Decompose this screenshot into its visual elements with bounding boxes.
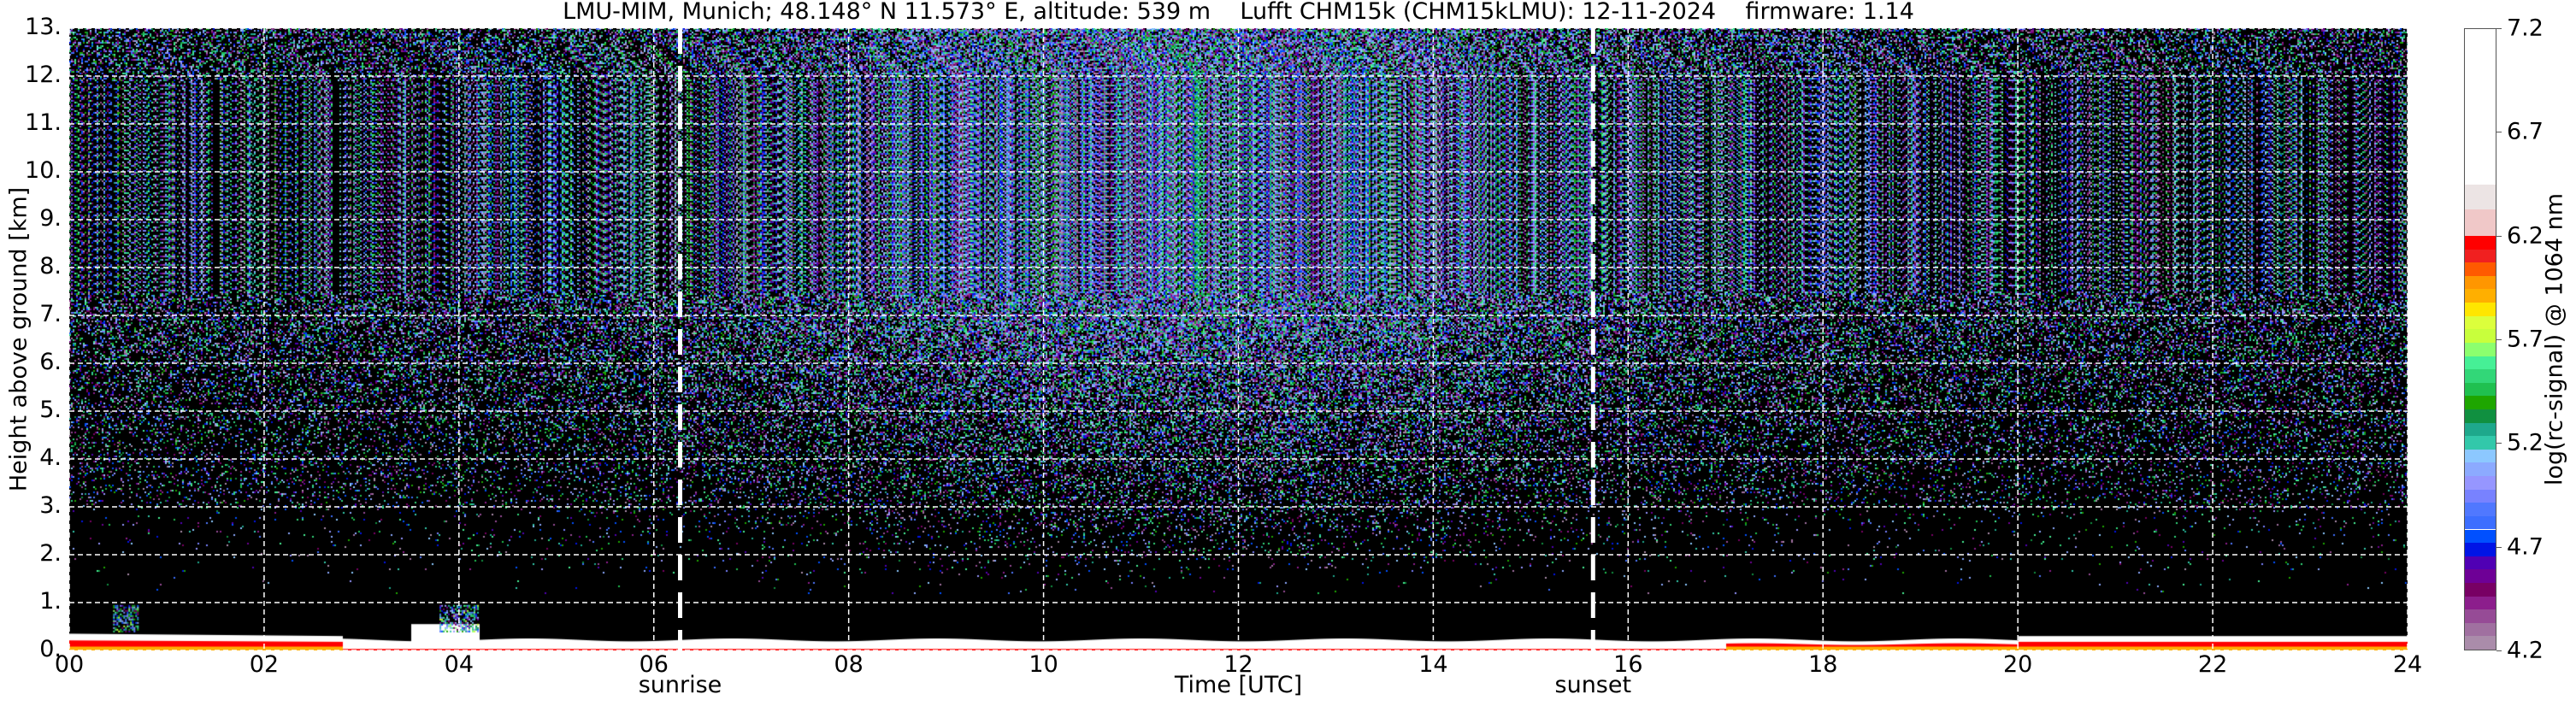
y-tick-label: 1. [39, 587, 62, 615]
colorbar-segment [2465, 289, 2496, 303]
colorbar-tick-mark [2496, 650, 2502, 651]
y-tick-label: 9. [39, 204, 62, 232]
colorbar-segment [2465, 342, 2496, 356]
x-tick-label: 02 [249, 651, 280, 678]
colorbar-segment [2465, 436, 2496, 450]
colorbar-tick-mark [2496, 28, 2502, 29]
x-tick-label: 10 [1029, 651, 1058, 678]
y-tick-label: 6. [39, 348, 62, 375]
x-tick-label: 16 [1613, 651, 1643, 678]
sunset-label: sunset [1554, 672, 1632, 698]
colorbar-segment [2465, 184, 2496, 209]
colorbar-segment [2465, 476, 2496, 490]
colorbar-segment [2465, 636, 2496, 650]
colorbar-tick-mark [2496, 546, 2502, 548]
colorbar-segment [2465, 515, 2496, 530]
y-tick-label: 12. [25, 61, 62, 88]
y-tick-label: 4. [39, 444, 62, 471]
colorbar-segment [2465, 596, 2496, 610]
y-axis-label: Height above ground [km] [5, 186, 32, 492]
colorbar-segment [2465, 369, 2496, 383]
x-tick-label: 04 [444, 651, 475, 678]
colorbar-segment [2465, 356, 2496, 370]
y-tick-label: 11. [25, 109, 62, 136]
x-tick-label: 24 [2392, 651, 2423, 678]
x-tick-label: 14 [1418, 651, 1448, 678]
colorbar-segment [2465, 462, 2496, 477]
x-tick-label: 20 [2002, 651, 2033, 678]
colorbar-segment [2465, 622, 2496, 637]
colorbar-segment [2465, 609, 2496, 623]
colorbar-segment [2465, 329, 2496, 343]
x-tick-label: 00 [54, 651, 85, 678]
colorbar-segment [2465, 582, 2496, 597]
chart-title: LMU-MIM, Munich; 48.148° N 11.573° E, al… [563, 0, 1914, 25]
x-tick-label: 22 [2197, 651, 2228, 678]
colorbar-segment [2465, 382, 2496, 397]
colorbar-tick-label: 4.7 [2507, 533, 2544, 561]
y-tick-label: 10. [25, 156, 62, 184]
x-tick-label: 06 [639, 651, 669, 678]
y-tick-label: 5. [39, 396, 62, 423]
colorbar-segment [2465, 249, 2496, 263]
colorbar-segment [2465, 236, 2496, 250]
sunrise-label: sunrise [638, 672, 722, 698]
colorbar-tick-label: 5.7 [2507, 326, 2544, 353]
y-tick-label: 2. [39, 539, 62, 567]
colorbar-segment [2465, 303, 2496, 316]
colorbar-tick-mark [2496, 235, 2502, 237]
colorbar-segment [2465, 503, 2496, 516]
colorbar-tick-label: 5.2 [2507, 429, 2544, 456]
colorbar [2464, 28, 2496, 650]
colorbar-segment [2465, 315, 2496, 330]
grid-overlay [69, 28, 2408, 650]
colorbar-segment [2465, 569, 2496, 583]
x-tick-label: 18 [1808, 651, 1838, 678]
y-tick-label: 3. [39, 491, 62, 519]
colorbar-tick-label: 7.2 [2507, 15, 2544, 42]
x-tick-label: 08 [834, 651, 864, 678]
y-tick-label: 13. [25, 13, 62, 40]
colorbar-segment [2465, 275, 2496, 290]
y-tick-label: 0. [39, 635, 62, 662]
colorbar-segment [2465, 422, 2496, 437]
colorbar-segment [2465, 29, 2496, 185]
y-tick-label: 7. [39, 300, 62, 327]
colorbar-segment [2465, 409, 2496, 423]
colorbar-segment [2465, 489, 2496, 503]
colorbar-label: log(rc-signal) @ 1064 nm [2541, 192, 2568, 486]
colorbar-segment [2465, 529, 2496, 544]
colorbar-tick-mark [2496, 443, 2502, 444]
x-tick-label: 12 [1223, 651, 1253, 678]
colorbar-segment [2465, 556, 2496, 570]
colorbar-segment [2465, 262, 2496, 276]
colorbar-segment [2465, 543, 2496, 556]
plot-area [69, 28, 2408, 650]
colorbar-segment [2465, 449, 2496, 463]
y-tick-label: 8. [39, 252, 62, 279]
colorbar-segment [2465, 209, 2496, 236]
colorbar-segment [2465, 396, 2496, 409]
colorbar-tick-label: 6.7 [2507, 118, 2544, 145]
colorbar-tick-label: 4.2 [2507, 637, 2544, 664]
colorbar-tick-label: 6.2 [2507, 222, 2544, 250]
colorbar-tick-mark [2496, 339, 2502, 340]
x-axis-label: Time [UTC] [1174, 672, 1303, 698]
